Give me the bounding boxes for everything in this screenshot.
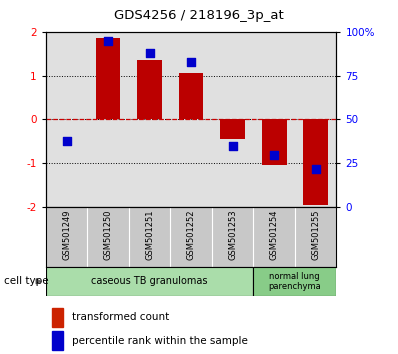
- Text: GSM501250: GSM501250: [103, 210, 113, 260]
- Bar: [220, 120, 245, 139]
- Text: percentile rank within the sample: percentile rank within the sample: [72, 336, 248, 346]
- Text: GSM501252: GSM501252: [187, 210, 195, 260]
- Text: GDS4256 / 218196_3p_at: GDS4256 / 218196_3p_at: [114, 9, 284, 22]
- Point: [188, 59, 194, 64]
- Point: [105, 38, 111, 44]
- Bar: [137, 60, 162, 120]
- Bar: [54, 119, 79, 120]
- Text: normal lung
parenchyma: normal lung parenchyma: [268, 272, 321, 291]
- Text: GSM501253: GSM501253: [228, 210, 237, 260]
- Text: GSM501249: GSM501249: [62, 210, 71, 260]
- Text: GSM501251: GSM501251: [145, 210, 154, 260]
- Bar: [253, 267, 336, 296]
- Bar: [179, 74, 203, 120]
- Bar: [52, 331, 63, 350]
- Point: [63, 138, 70, 143]
- Point: [146, 50, 153, 56]
- Bar: [46, 267, 253, 296]
- Point: [312, 166, 319, 171]
- Bar: [96, 39, 121, 120]
- Text: cell type: cell type: [4, 276, 49, 286]
- Bar: [303, 120, 328, 205]
- Text: GSM501254: GSM501254: [269, 210, 279, 260]
- Point: [229, 143, 236, 149]
- Text: GSM501255: GSM501255: [311, 210, 320, 260]
- Bar: [261, 120, 287, 165]
- Point: [271, 152, 277, 157]
- Text: transformed count: transformed count: [72, 312, 169, 322]
- Text: caseous TB granulomas: caseous TB granulomas: [91, 276, 208, 286]
- Bar: [52, 308, 63, 327]
